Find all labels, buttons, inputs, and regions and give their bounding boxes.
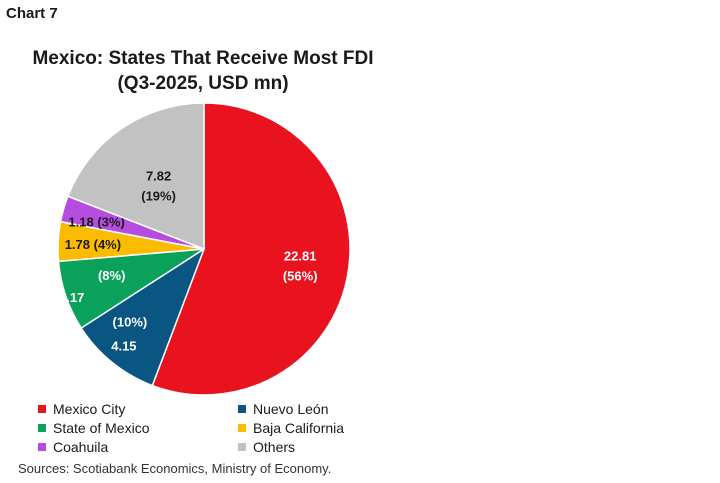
pie-slice-mexico-city <box>151 102 351 396</box>
pie-slice-nuevo-le-n <box>80 247 206 387</box>
legend-swatch-nuevo-leon <box>238 405 246 413</box>
legend-item-coahuila: Coahuila <box>38 438 108 456</box>
data-label-baja-california: 1.78 (4%) <box>65 237 121 252</box>
pie-slice-others <box>66 102 205 251</box>
legend-item-nuevo-leon: Nuevo León <box>238 400 329 418</box>
legend-label-nuevo-leon: Nuevo León <box>253 401 329 417</box>
percent-label-state-of-mexico: (8%) <box>98 268 125 283</box>
legend-swatch-state-of-mexico <box>38 424 46 432</box>
legend-label-state-of-mexico: State of Mexico <box>53 420 150 436</box>
data-label-coahuila: 1.18 (3%) <box>68 215 124 230</box>
chart-title: Mexico: States That Receive Most FDI (Q3… <box>18 46 388 96</box>
legend-label-mexico-city: Mexico City <box>53 401 126 417</box>
legend-label-others: Others <box>253 439 296 455</box>
chart-number: Chart 7 <box>6 5 58 22</box>
legend-swatch-mexico-city <box>38 405 46 413</box>
legend-swatch-coahuila <box>38 443 46 451</box>
legend-item-baja-california: Baja California <box>238 419 344 437</box>
value-label-state-of-mexico: 3.17 <box>59 290 84 305</box>
legend-swatch-others <box>238 443 246 451</box>
legend-label-baja-california: Baja California <box>253 420 345 436</box>
legend-item-others: Others <box>238 438 295 456</box>
legend-item-mexico-city: Mexico City <box>38 400 125 418</box>
chart-title-line-1: Mexico: States That Receive Most FDI <box>32 48 374 69</box>
legend-swatch-baja-california <box>238 424 246 432</box>
chart-title-line-2: (Q3-2025, USD mn) <box>117 73 289 94</box>
legend-label-coahuila: Coahuila <box>53 439 109 455</box>
percent-label-mexico-city: (56%) <box>283 269 318 284</box>
value-label-nuevo-le-n: 4.15 <box>111 339 136 354</box>
value-label-mexico-city: 22.81 <box>284 249 317 264</box>
percent-label-others: (19%) <box>141 189 176 204</box>
percent-label-nuevo-le-n: (10%) <box>113 315 148 330</box>
legend-item-state-of-mexico: State of Mexico <box>38 419 150 437</box>
value-label-others: 7.82 <box>146 169 171 184</box>
source-note: Sources: Scotiabank Economics, Ministry … <box>18 461 332 476</box>
